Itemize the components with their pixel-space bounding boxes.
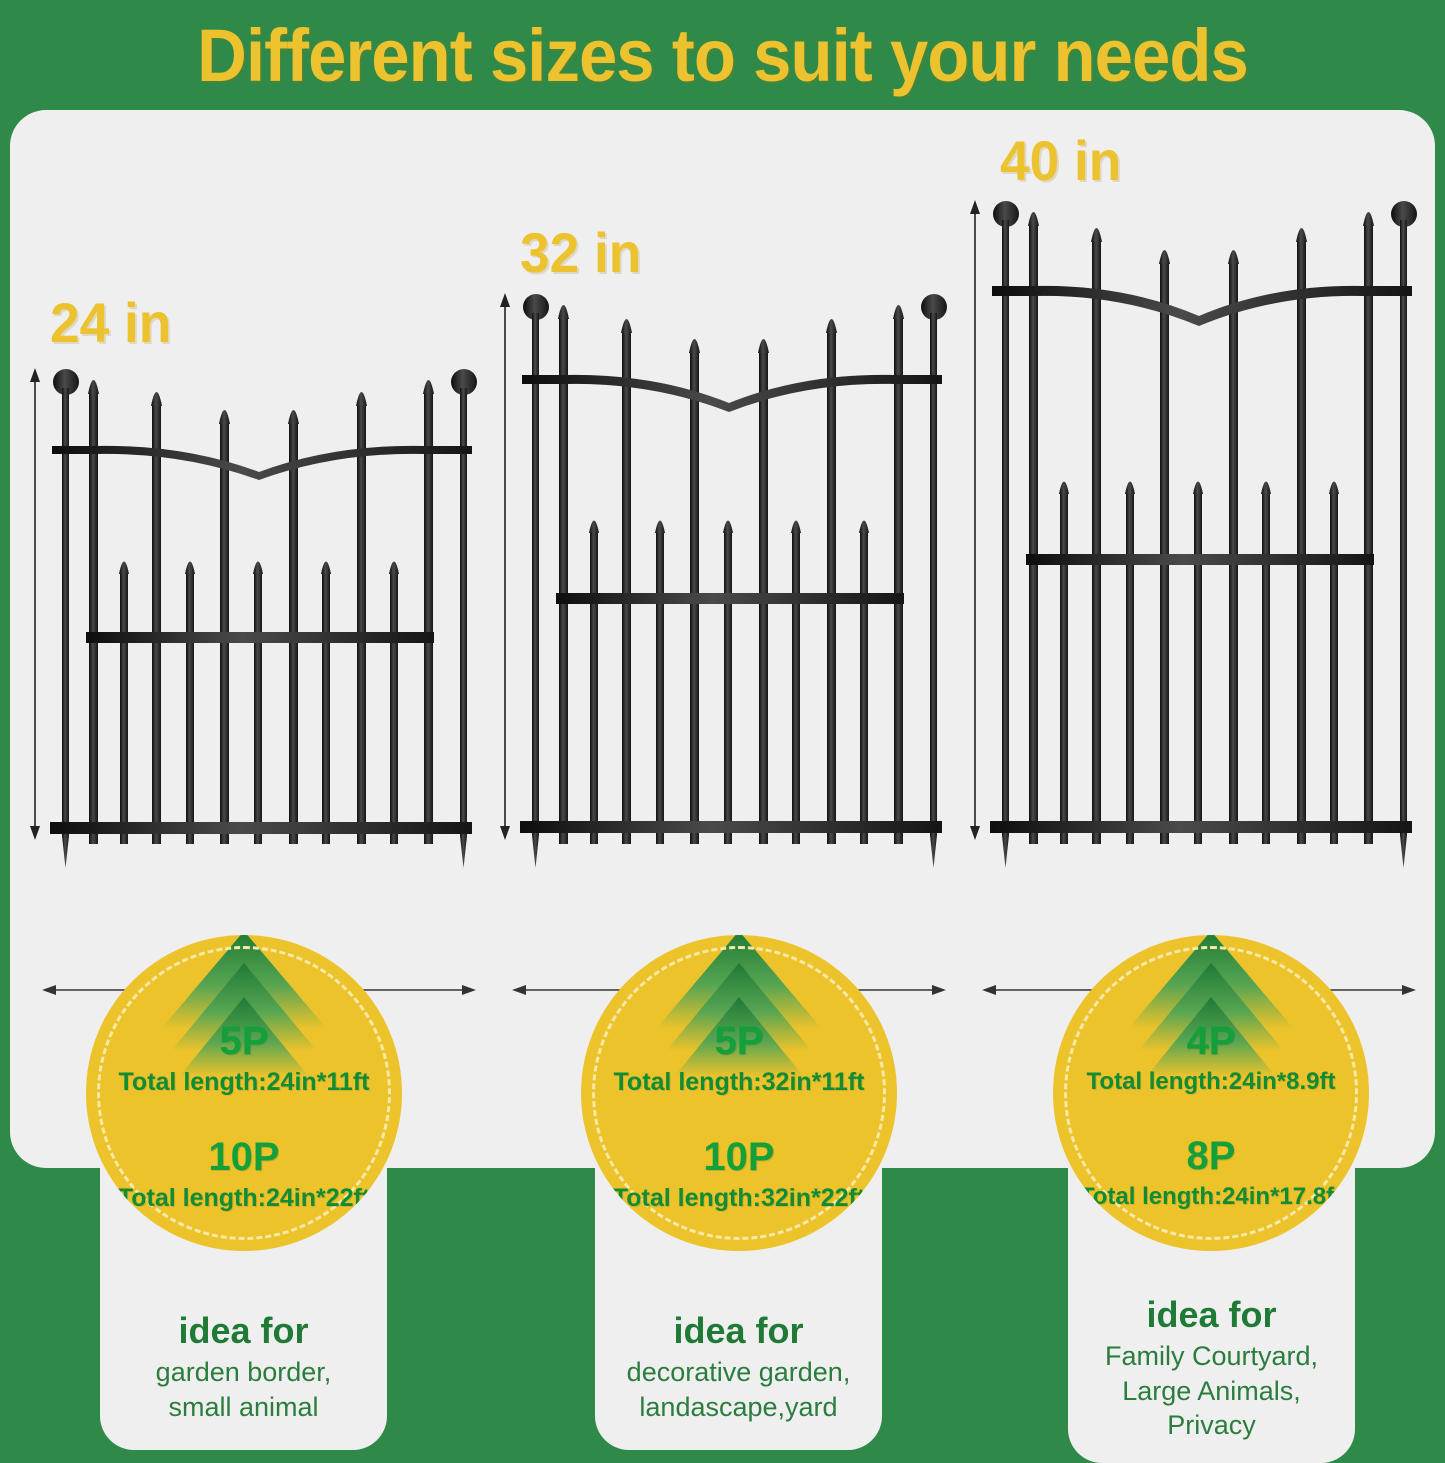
pack-b-length-24in: Total length:24in*22ft — [117, 1184, 371, 1212]
pack-badge-24in: 5P Total length:24in*11ft 10P Total leng… — [86, 935, 402, 1251]
idea-for-title-32in: idea for — [673, 1310, 804, 1351]
badge-dashed-ring — [1064, 946, 1358, 1240]
pack-badge-32in: 5P Total length:32in*11ft 10P Total leng… — [581, 935, 897, 1251]
pack-b-count-32in: 10P — [703, 1135, 775, 1179]
height-label-40in: 40 in — [1000, 129, 1122, 192]
pack-b-count-40in: 8P — [1186, 1134, 1236, 1178]
fence-illustration-32in — [494, 285, 964, 870]
idea-for-title-24in: idea for — [178, 1310, 309, 1351]
pack-b-length-32in: Total length:32in*22ft — [612, 1184, 866, 1212]
pack-a-length-32in: Total length:32in*11ft — [613, 1068, 865, 1096]
height-label-32in: 32 in — [520, 221, 642, 284]
pack-a-length-24in: Total length:24in*11ft — [118, 1068, 370, 1096]
fence-illustration-40in — [964, 192, 1434, 870]
pack-badge-40in: 4P Total length:24in*8.9ft 8P Total leng… — [1053, 935, 1369, 1251]
pack-b-count-24in: 10P — [208, 1135, 280, 1179]
pack-b-length-40in: Total length:24in*17.8ft — [1079, 1183, 1343, 1210]
badge-dashed-ring — [592, 946, 886, 1240]
pack-a-count-40in: 4P — [1186, 1019, 1236, 1063]
pack-a-count-32in: 5P — [714, 1019, 764, 1063]
idea-for-uses-24in: garden border, small animal — [155, 1357, 332, 1422]
height-label-24in: 24 in — [50, 291, 172, 354]
pack-a-length-40in: Total length:24in*8.9ft — [1086, 1068, 1336, 1095]
page-title: Different sizes to suit your needs — [197, 13, 1249, 97]
idea-for-uses-40in: Family Courtyard, Large Animals, Privacy — [1104, 1341, 1319, 1441]
idea-for-uses-32in: decorative garden, landascape,yard — [626, 1357, 851, 1422]
idea-for-title-40in: idea for — [1146, 1294, 1277, 1335]
badge-dashed-ring — [97, 946, 391, 1240]
fence-illustration-24in — [24, 360, 494, 870]
size-panel-40in: 40 in — [964, 110, 1434, 1168]
pack-a-count-24in: 5P — [219, 1019, 269, 1063]
